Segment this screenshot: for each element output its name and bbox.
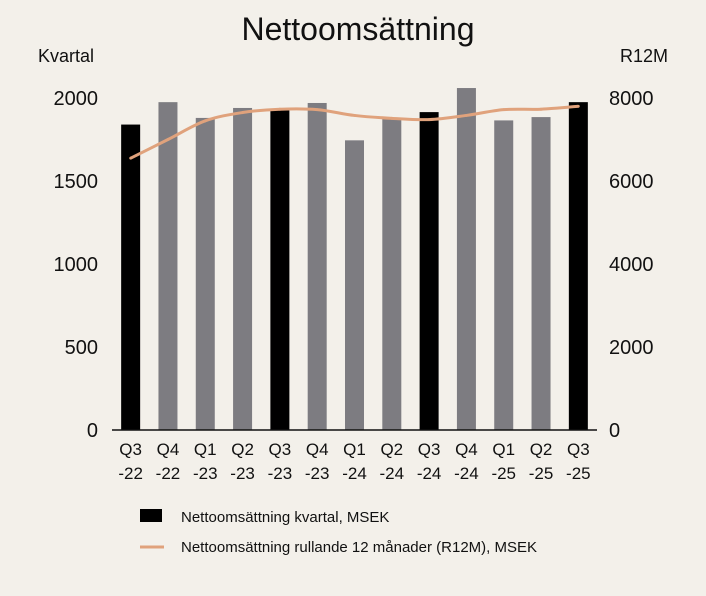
bar <box>456 88 476 430</box>
bar <box>568 102 588 431</box>
y-right-axis: 0 2000 4000 6000 8000 <box>609 88 654 442</box>
x-tick-label-year: -25 <box>566 464 591 483</box>
x-tick-label-year: -24 <box>417 464 442 483</box>
x-tick-label-quarter: Q4 <box>157 440 180 459</box>
x-tick-label-year: -25 <box>529 464 554 483</box>
y-right-tick-label: 2000 <box>609 337 654 359</box>
r12m-point <box>465 114 468 117</box>
y-right-tick-label: 8000 <box>609 88 654 110</box>
legend-item-bars: Nettoomsättning kvartal, MSEK <box>140 509 389 526</box>
y-left-tick-label: 500 <box>65 337 98 359</box>
legend-swatch-bars <box>140 509 162 522</box>
bar <box>494 120 514 430</box>
x-tick-label-quarter: Q3 <box>418 440 441 459</box>
y-right-tick-label: 0 <box>609 420 620 442</box>
r12m-point <box>203 119 207 123</box>
bar <box>531 117 551 430</box>
bar <box>382 118 402 430</box>
r12m-point <box>315 108 319 112</box>
x-tick-label-quarter: Q3 <box>269 440 292 459</box>
x-tick-label-quarter: Q4 <box>455 440 478 459</box>
r12m-point <box>427 118 431 121</box>
bar <box>419 112 439 431</box>
y-left-tick-label: 1000 <box>54 254 99 276</box>
chart-title: Nettoomsättning <box>241 11 474 47</box>
legend: Nettoomsättning kvartal, MSEK Nettoomsät… <box>140 509 537 556</box>
legend-label-line: Nettoomsättning rullande 12 månader (R12… <box>181 539 537 556</box>
y-right-tick-label: 6000 <box>609 171 654 193</box>
line-series <box>129 104 580 160</box>
r12m-point <box>166 138 170 141</box>
r12m-point <box>576 104 580 108</box>
r12m-point <box>129 156 133 160</box>
x-tick-label-quarter: Q3 <box>567 440 590 459</box>
x-axis: Q3 -22 Q4 -22 Q1 -23 Q2 -23 Q3 -23 Q4 -23 Q1 -24 Q2 -24… <box>118 440 590 483</box>
r12m-point <box>353 114 356 117</box>
r12m-point <box>241 111 244 114</box>
y-right-axis-title: R12M <box>620 46 668 66</box>
x-tick-label-year: -22 <box>156 464 181 483</box>
bar <box>195 117 215 431</box>
bar-series <box>121 88 588 431</box>
x-tick-label-quarter: Q1 <box>492 440 515 459</box>
y-left-axis: 0 500 1000 1500 2000 <box>54 88 99 442</box>
y-left-tick-label: 1500 <box>54 171 99 193</box>
x-tick-label-quarter: Q4 <box>306 440 329 459</box>
bar <box>121 124 141 430</box>
bar <box>158 102 178 431</box>
x-tick-label-year: -23 <box>230 464 255 483</box>
r12m-point <box>539 107 543 111</box>
x-tick-label-year: -23 <box>268 464 293 483</box>
bar <box>233 107 253 431</box>
x-tick-label-quarter: Q3 <box>119 440 142 459</box>
legend-item-line: Nettoomsättning rullande 12 månader (R12… <box>140 539 537 556</box>
r12m-point <box>390 116 394 120</box>
legend-label-bars: Nettoomsättning kvartal, MSEK <box>181 509 389 526</box>
x-tick-label-quarter: Q2 <box>231 440 254 459</box>
r12m-point <box>502 108 506 112</box>
y-left-axis-title: Kvartal <box>38 46 94 66</box>
x-tick-label-year: -23 <box>193 464 218 483</box>
x-tick-label-year: -24 <box>380 464 405 483</box>
r12m-point <box>278 107 282 111</box>
bar <box>270 109 290 431</box>
bar <box>307 102 327 430</box>
x-tick-label-year: -24 <box>342 464 367 483</box>
x-tick-label-quarter: Q1 <box>194 440 217 459</box>
x-tick-label-year: -23 <box>305 464 330 483</box>
x-tick-label-quarter: Q2 <box>530 440 553 459</box>
x-tick-label-year: -24 <box>454 464 479 483</box>
y-right-tick-label: 4000 <box>609 254 654 276</box>
y-left-tick-label: 2000 <box>54 88 99 110</box>
x-tick-label-quarter: Q1 <box>343 440 366 459</box>
x-tick-label-year: -22 <box>118 464 143 483</box>
x-tick-label-year: -25 <box>491 464 516 483</box>
x-tick-label-quarter: Q2 <box>380 440 403 459</box>
bar <box>345 140 364 430</box>
y-left-tick-label: 0 <box>87 420 98 442</box>
